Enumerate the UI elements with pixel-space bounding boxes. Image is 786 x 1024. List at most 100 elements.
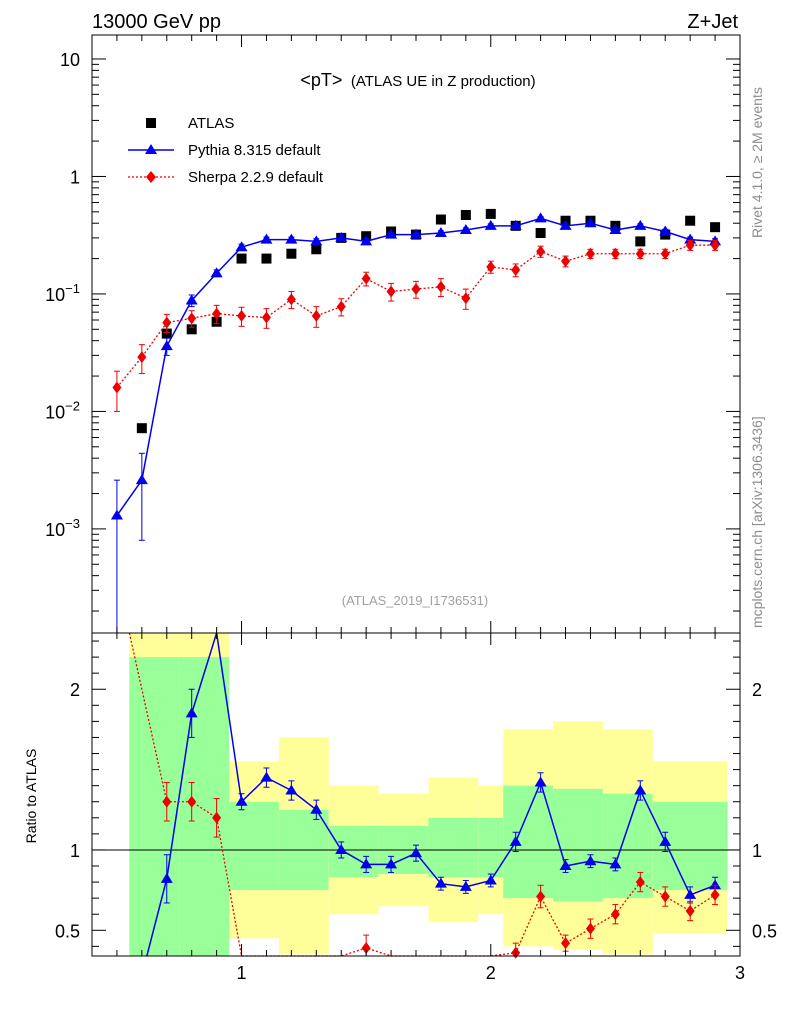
pythia-ratio-point	[434, 877, 447, 888]
pythia-ratio-point	[559, 860, 572, 871]
pythia-ratio-point	[709, 879, 722, 890]
side-label-rivet: Rivet 4.1.0, ≥ 2M events	[749, 87, 765, 238]
pythia-ratio-point	[385, 858, 398, 869]
pythia-line	[116, 217, 716, 516]
main-plot-marks	[110, 208, 722, 634]
sherpa-point	[137, 351, 147, 364]
sherpa-ratio-point	[710, 888, 720, 901]
sherpa-ratio-point	[610, 908, 620, 921]
atlas-point	[460, 209, 471, 220]
sherpa-point	[561, 255, 571, 268]
sherpa-point	[685, 239, 695, 252]
pythia-ratio-point	[459, 880, 472, 891]
pythia-ratio-point	[285, 784, 298, 795]
atlas-point	[311, 244, 322, 255]
sherpa-point	[660, 247, 670, 260]
y-tick-label-exponent: −3	[65, 516, 80, 531]
atlas-point	[435, 214, 446, 225]
y-tick-label-ratio: 1	[70, 841, 80, 861]
pythia-point	[659, 225, 672, 236]
pythia-ratio-point	[484, 874, 497, 885]
sherpa-point	[187, 312, 197, 325]
atlas-point	[286, 248, 297, 259]
pythia-point	[310, 235, 323, 246]
pythia-ratio-point	[360, 858, 373, 869]
sherpa-point	[710, 239, 720, 252]
sherpa-point	[436, 280, 446, 293]
pythia-point	[360, 235, 373, 246]
y-tick-label-main: 10−3	[45, 516, 80, 540]
pythia-ratio-point	[659, 835, 672, 846]
atlas-point	[535, 228, 546, 239]
axis-ticks	[91, 35, 741, 956]
pythia-ratio-point	[160, 872, 173, 883]
pythia-ratio-point	[335, 843, 348, 854]
pythia-point	[135, 474, 148, 485]
chart-title-sub: (ATLAS UE in Z production)	[351, 73, 536, 90]
side-label-mcplots: mcplots.cern.ch [arXiv:1306.3436]	[749, 416, 765, 628]
sherpa-ratio-point	[536, 890, 546, 903]
sherpa-ratio-point	[660, 890, 670, 903]
pythia-point	[210, 267, 223, 278]
band-green	[229, 801, 279, 891]
pythia-ratio-line	[146, 632, 716, 957]
sherpa-ratio-point	[585, 922, 595, 935]
pythia-point	[509, 219, 522, 230]
sherpa-point	[112, 381, 122, 394]
sherpa-line	[116, 244, 716, 388]
legend-label-sherpa: Sherpa 2.2.9 default	[188, 169, 324, 186]
pythia-point	[410, 228, 422, 239]
legend: ATLAS Pythia 8.315 default Sherpa 2.2.9 …	[128, 115, 324, 186]
pythia-point	[335, 231, 348, 242]
x-tick-label: 1	[237, 963, 247, 983]
y-tick-label-main: 10−1	[45, 281, 80, 305]
sherpa-point	[536, 245, 546, 258]
atlas-point	[261, 253, 272, 264]
pythia-ratio-point	[185, 707, 198, 718]
atlas-point	[710, 222, 721, 233]
sherpa-point	[610, 247, 620, 260]
pythia-ratio-point	[684, 888, 697, 899]
pythia-point	[160, 340, 173, 351]
pythia-ratio-point	[410, 847, 422, 858]
sherpa-point	[286, 293, 296, 306]
legend-label-atlas: ATLAS	[188, 115, 234, 132]
pythia-point	[584, 217, 597, 228]
sherpa-point	[585, 247, 595, 260]
legend-label-pythia: Pythia 8.315 default	[188, 142, 321, 159]
pythia-point	[484, 219, 497, 230]
pythia-point	[459, 224, 472, 235]
y-tick-label-ratio-right: 2	[752, 680, 762, 700]
atlas-point	[161, 328, 172, 339]
pythia-point	[684, 233, 697, 244]
sherpa-ratio-point	[685, 905, 695, 918]
sherpa-point	[212, 307, 222, 320]
atlas-point	[136, 423, 147, 434]
legend-marker-pythia	[145, 144, 157, 154]
y-tick-label-ratio: 2	[70, 680, 80, 700]
sherpa-ratio-point	[361, 941, 371, 954]
pythia-ratio-point	[310, 803, 323, 814]
sherpa-point	[311, 309, 321, 322]
legend-marker-sherpa	[146, 171, 156, 183]
atlas-point	[186, 324, 197, 335]
legend-marker-atlas	[146, 118, 156, 128]
band-green	[328, 825, 379, 878]
y-tick-label-exponent: −1	[65, 281, 80, 296]
x-tick-label: 2	[486, 963, 496, 983]
band-green	[503, 785, 554, 899]
pythia-point	[185, 294, 198, 305]
y-tick-label-base: 10	[45, 285, 65, 305]
atlas-point	[485, 208, 496, 219]
ratio-ylabel: Ratio to ATLAS	[23, 749, 39, 844]
band-green	[553, 788, 603, 902]
y-tick-label-base: 10	[60, 50, 80, 70]
sherpa-ratio-point	[187, 795, 197, 808]
y-tick-label-exponent: −2	[65, 398, 80, 413]
y-tick-label-base: 10	[45, 402, 65, 422]
x-tick-label: 3	[735, 963, 745, 983]
sherpa-point	[461, 292, 471, 305]
pythia-ratio-point	[634, 784, 647, 795]
pythia-point	[110, 509, 123, 520]
